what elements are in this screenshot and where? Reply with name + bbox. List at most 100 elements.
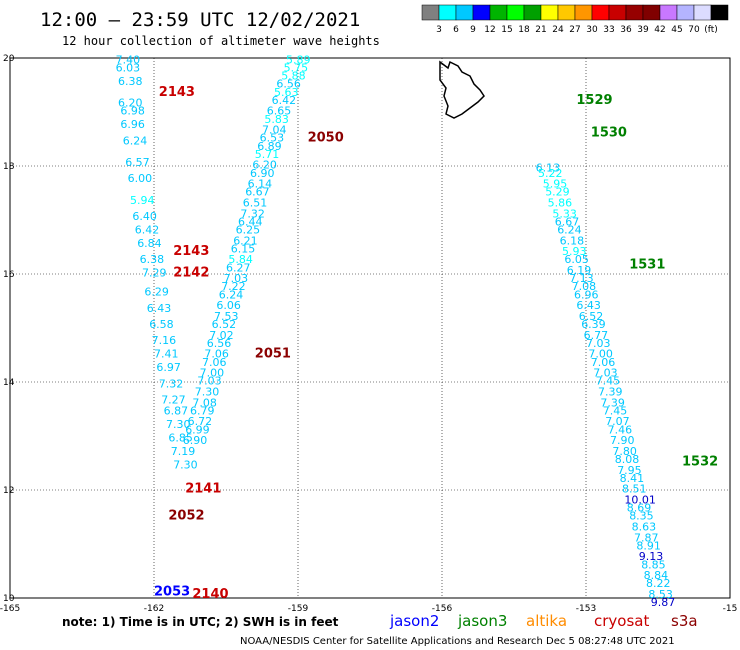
- pass-number-label: 1530: [591, 125, 627, 140]
- swh-point-label: 6.18: [560, 234, 585, 247]
- pass-labels: 1529 1530 1531 1532 2143 2143 2142 2141 2140 2050…: [154, 85, 718, 602]
- pass-number-label: 2143: [159, 85, 195, 100]
- swh-point-label: 6.90: [183, 434, 208, 447]
- legend-swatch: [693, 4, 712, 21]
- x-tick-label: -162: [144, 604, 164, 614]
- swh-point-label: 6.13: [536, 161, 561, 174]
- swh-point-label: 7.30: [166, 418, 191, 431]
- swh-point-label: 7.00: [588, 348, 613, 361]
- legend-label: 27: [569, 25, 580, 35]
- pass-number-label: 2143: [173, 244, 209, 259]
- swh-point-label: 7.07: [605, 415, 630, 428]
- legend-label: 42: [654, 25, 665, 35]
- swh-point-label: 6.42: [272, 94, 297, 107]
- swh-point-label: 8.41: [620, 472, 645, 485]
- satellite-legend-item: jason3: [457, 612, 507, 630]
- swh-point-label: 7.03: [224, 272, 249, 285]
- swh-point-label: 6.00: [128, 172, 153, 185]
- swh-point-label: 6.19: [567, 264, 592, 277]
- swh-point-label: 7.29: [142, 267, 167, 280]
- swh-point-label: 5.89: [286, 53, 311, 66]
- swh-point-label: 7.46: [608, 423, 633, 436]
- swh-point-label: 6.67: [555, 215, 580, 228]
- pass-number-label: 2050: [308, 131, 344, 146]
- axis-ticks: -165 -162 -159 -156 -153 -15 10 12 14 16 18 20: [0, 54, 737, 614]
- swh-point-label: 7.30: [195, 386, 220, 399]
- swh-point-label: 5.86: [548, 197, 573, 210]
- legend-swatch: [659, 4, 678, 21]
- swh-point-label: 5.83: [264, 113, 289, 126]
- swh-point-label: 6.43: [147, 302, 172, 315]
- swh-point-label: 6.24: [557, 224, 582, 237]
- legend-label: 21: [535, 25, 546, 35]
- swh-point-label: 8.22: [646, 577, 671, 590]
- swh-point-label: 9.87: [651, 596, 676, 609]
- swh-point-label: 7.30: [173, 458, 198, 471]
- swh-point-label: 6.67: [245, 186, 270, 199]
- y-tick-label: 16: [3, 270, 15, 280]
- swh-point-label: 7.32: [240, 207, 265, 220]
- swh-point-label: 6.43: [576, 299, 601, 312]
- legend-label: 18: [518, 25, 530, 35]
- color-scale-legend: 3 6 9 12 15 18 21 24 27 30 33 36 39 42 45 70 (ft): [421, 4, 729, 35]
- swh-point-label: 8.53: [648, 588, 673, 601]
- chart-subtitle: 12 hour collection of altimeter wave hei…: [62, 34, 380, 48]
- y-tick-label: 12: [3, 486, 14, 496]
- legend-swatch: [574, 4, 593, 21]
- swh-point-label: 6.97: [156, 361, 181, 374]
- swh-point-label: 6.99: [185, 423, 210, 436]
- legend-label: 15: [501, 25, 512, 35]
- swh-point-label: 6.39: [581, 318, 606, 331]
- satellite-legend: jason2 jason3 altika cryosat s3a: [389, 612, 698, 630]
- swh-point-label: 5.33: [552, 207, 577, 220]
- swh-point-label: 7.22: [221, 280, 246, 293]
- pass-number-label: 1532: [682, 455, 718, 470]
- swh-point-label: 7.06: [204, 348, 229, 361]
- swh-point-label: 8.84: [644, 569, 669, 582]
- swh-point-label: 7.08: [192, 396, 217, 409]
- satellite-legend-item: altika: [526, 612, 567, 630]
- swh-point-label: 8.08: [615, 453, 640, 466]
- swh-point-label: 6.56: [276, 78, 301, 91]
- swh-point-label: 6.56: [207, 337, 232, 350]
- swh-point-label: 7.03: [197, 375, 222, 388]
- satellite-legend-item: cryosat: [594, 612, 649, 630]
- swh-point-label: 8.51: [622, 483, 647, 496]
- swh-point-label: 5.29: [545, 186, 570, 199]
- swh-point-label: 7.90: [610, 434, 635, 447]
- legend-swatch: [506, 4, 525, 21]
- swh-point-label: 5.94: [130, 194, 155, 207]
- chart-title: 12:00 — 23:59 UTC 12/02/2021: [40, 9, 360, 31]
- satellite-legend-item: s3a: [671, 612, 698, 630]
- swh-point-label: 6.27: [226, 261, 251, 274]
- swh-point-label: 6.20: [118, 97, 143, 110]
- swh-point-label: 7.45: [603, 404, 628, 417]
- legend-swatch: [523, 4, 542, 21]
- swh-point-label: 7.40: [116, 53, 141, 66]
- swh-point-label: 5.22: [538, 167, 563, 180]
- swh-point-label: 7.03: [593, 367, 618, 380]
- swh-point-label: 6.25: [236, 224, 261, 237]
- swh-point-label: 7.41: [154, 348, 179, 361]
- swh-point-label: 6.89: [257, 140, 282, 153]
- legend-label: 45: [671, 25, 682, 35]
- x-tick-label: -156: [432, 604, 453, 614]
- swh-point-label: 6.24: [123, 134, 148, 147]
- swh-point-label: 8.85: [641, 558, 666, 571]
- swh-point-label: 6.85: [168, 431, 193, 444]
- swh-point-label: 6.42: [135, 224, 160, 237]
- swh-point-label: 7.53: [214, 310, 239, 323]
- x-tick-label: -153: [576, 604, 596, 614]
- legend-label: 30: [586, 25, 598, 35]
- swh-point-label: 6.29: [144, 286, 169, 299]
- swh-point-label: 8.69: [627, 502, 652, 515]
- swh-point-label: 7.39: [600, 396, 625, 409]
- swh-point-label: 8.91: [636, 539, 661, 552]
- x-tick-label: -15: [723, 604, 738, 614]
- y-tick-label: 14: [3, 378, 15, 388]
- swh-point-label: 6.05: [564, 253, 589, 266]
- legend-swatch: [557, 4, 576, 21]
- swh-point-label: 6.51: [243, 197, 267, 210]
- legend-swatch: [625, 4, 644, 21]
- swh-point-label: 8.35: [629, 510, 654, 523]
